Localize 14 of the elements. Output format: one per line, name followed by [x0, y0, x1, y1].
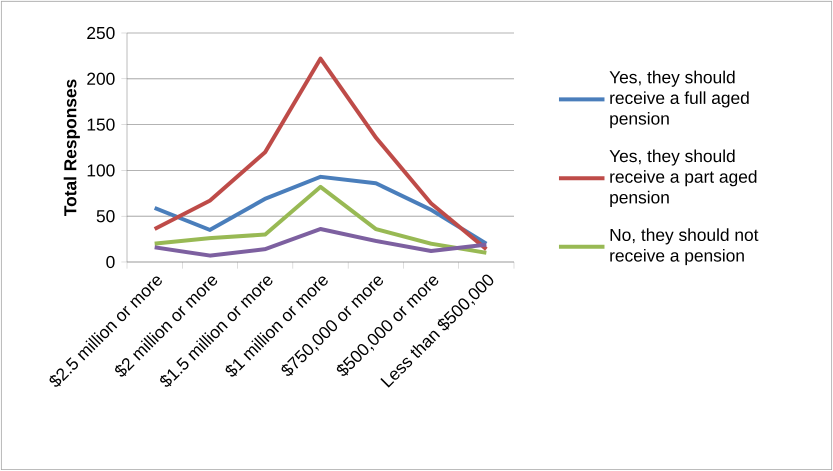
y-axis-title: Total Responses — [64, 80, 80, 216]
y-tick-label: 200 — [87, 72, 115, 85]
y-tick-label: 150 — [88, 118, 115, 131]
line-series — [152, 184, 488, 255]
y-tick-label: 50 — [96, 210, 115, 222]
legend-label: Yes, they should receive a full aged pension — [610, 70, 749, 128]
line-series — [152, 56, 488, 252]
line-series — [152, 227, 488, 258]
y-tick-label: 100 — [88, 164, 115, 177]
legend-label: No, they should not receive a pension — [610, 228, 758, 266]
legend-label: Yes, they should receive a part aged pension — [610, 149, 756, 207]
y-tick-label: 250 — [87, 26, 115, 40]
y-tick-label: 0 — [106, 256, 115, 268]
line-series — [152, 174, 488, 246]
